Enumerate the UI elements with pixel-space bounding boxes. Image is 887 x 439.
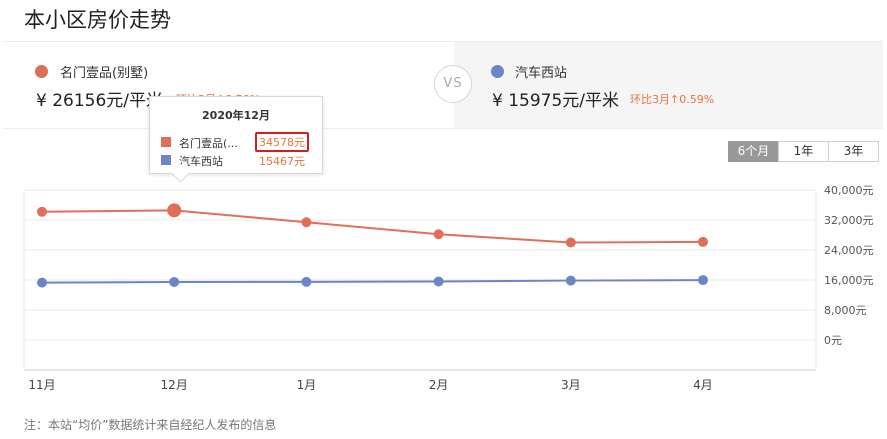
- x-tick-label: 4月: [693, 378, 713, 392]
- data-point: [167, 203, 182, 218]
- tooltip-title: 2020年12月: [202, 109, 270, 122]
- left-community-name: 名门壹品(别墅): [60, 66, 149, 81]
- tooltip-name-right: 汽车西站: [179, 155, 223, 168]
- y-tick-label: 0元: [824, 334, 842, 347]
- y-tick-label: 8,000元: [824, 304, 867, 317]
- tooltip-name-left: 名门壹品(...: [179, 137, 238, 150]
- data-point: [301, 276, 312, 287]
- data-point: [169, 276, 180, 287]
- tab-3-years[interactable]: 3年: [828, 141, 879, 162]
- x-tick-label: 11月: [28, 378, 55, 392]
- tab-6-months[interactable]: 6个月: [728, 141, 779, 162]
- data-point: [37, 206, 47, 217]
- tab-1-year[interactable]: 1年: [778, 141, 829, 162]
- data-point: [698, 275, 708, 286]
- series-line-0: [41, 209, 704, 244]
- footnote: 注：本站“均价”数据统计来自经纪人发布的信息: [24, 418, 277, 432]
- tooltip-value-right: 15467元: [259, 155, 305, 168]
- data-point: [433, 229, 444, 240]
- vs-badge: VS: [434, 65, 472, 103]
- tooltip-swatch-left: [161, 137, 171, 147]
- y-tick-label: 32,000元: [824, 214, 874, 227]
- tooltip-row-left: 名门壹品(... 34578元: [161, 132, 313, 152]
- period-tabs: 6个月 1年 3年: [728, 141, 879, 162]
- data-point: [433, 276, 444, 287]
- data-point: [698, 236, 708, 247]
- x-tick-label: 3月: [561, 378, 581, 392]
- x-tick-label: 12月: [161, 378, 188, 392]
- chart-tooltip: 2020年12月 名门壹品(... 34578元 汽车西站 15467元: [149, 96, 323, 183]
- x-tick-label: 1月: [297, 378, 317, 392]
- page-title: 本小区房价走势: [24, 8, 171, 32]
- y-tick-label: 24,000元: [824, 244, 874, 257]
- right-community-price: ¥ 15975元/平米: [492, 91, 620, 111]
- compare-right-panel: 汽车西站 ¥ 15975元/平米 环比3月↑0.59%: [454, 42, 883, 128]
- series-line-1: [41, 279, 704, 284]
- right-community-change: 环比3月↑0.59%: [630, 93, 715, 106]
- y-tick-label: 40,000元: [824, 184, 874, 197]
- left-community-price: ¥ 26156元/平米: [36, 91, 164, 111]
- legend-dot-right: [491, 65, 504, 78]
- data-point: [301, 217, 312, 228]
- y-tick-label: 16,000元: [824, 274, 874, 287]
- compare-bar: 名门壹品(别墅) ¥ 26156元/平米 环比3月↑0.50% 汽车西站 ¥ 1…: [4, 41, 883, 129]
- data-point: [565, 237, 576, 248]
- right-community-name: 汽车西站: [515, 66, 568, 81]
- data-point: [565, 275, 576, 286]
- legend-dot-left: [35, 65, 48, 78]
- data-point: [37, 277, 47, 288]
- tooltip-row-right: 汽车西站 15467元: [161, 152, 313, 168]
- tooltip-value-left: 34578元: [255, 132, 309, 152]
- x-tick-label: 2月: [429, 378, 449, 392]
- tooltip-swatch-right: [161, 155, 171, 165]
